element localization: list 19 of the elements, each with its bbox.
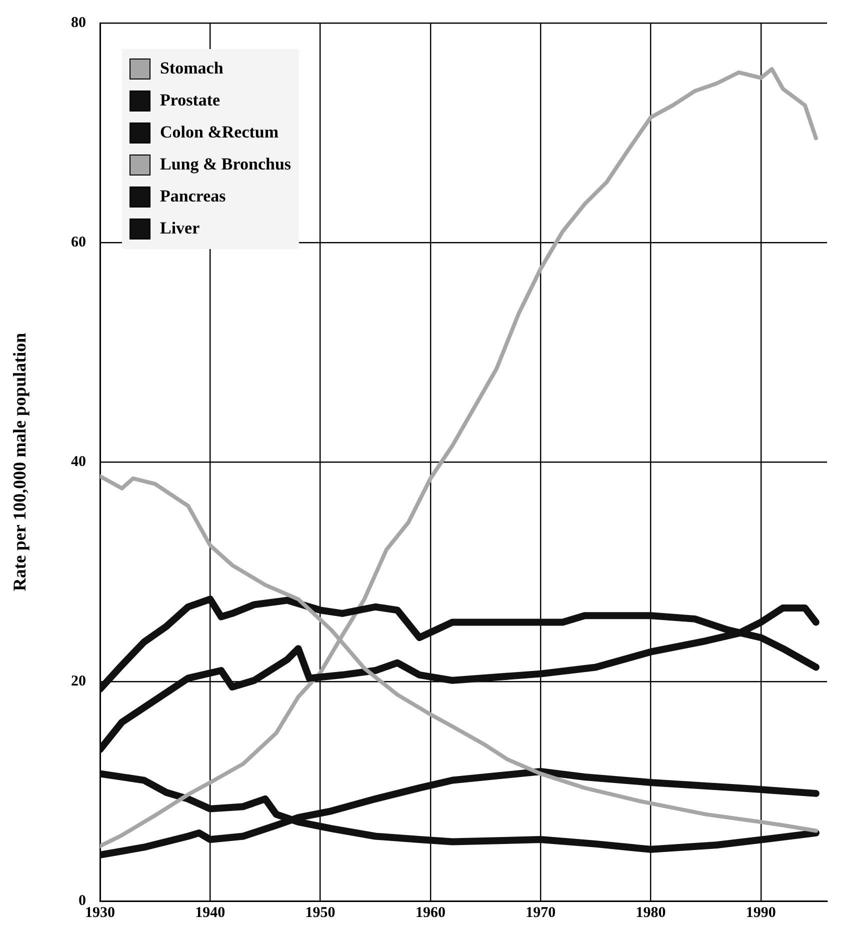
x-tick-label: 1950 — [305, 904, 336, 921]
y-tick-label: 20 — [71, 673, 86, 690]
x-tick-label: 1930 — [85, 904, 115, 921]
x-tick-label: 1960 — [415, 904, 446, 921]
y-tick-label: 60 — [71, 234, 86, 250]
x-tick-label: 1980 — [636, 904, 666, 921]
legend-label: Pancreas — [160, 186, 226, 206]
y-tick-label: 80 — [71, 14, 86, 31]
legend-label: Colon &Rectum — [160, 122, 279, 142]
legend-label: Lung & Bronchus — [160, 154, 292, 174]
legend-label: Liver — [160, 218, 200, 238]
x-tick-label: 1970 — [526, 904, 556, 921]
y-tick-label: 0 — [78, 892, 86, 909]
y-tick-label: 40 — [71, 454, 86, 470]
x-tick-label: 1940 — [195, 904, 226, 921]
y-axis-title: Rate per 100,000 male population — [9, 332, 30, 592]
x-tick-label: 1990 — [746, 904, 776, 921]
legend-label: Stomach — [160, 58, 224, 78]
legend-label: Prostate — [160, 90, 221, 110]
